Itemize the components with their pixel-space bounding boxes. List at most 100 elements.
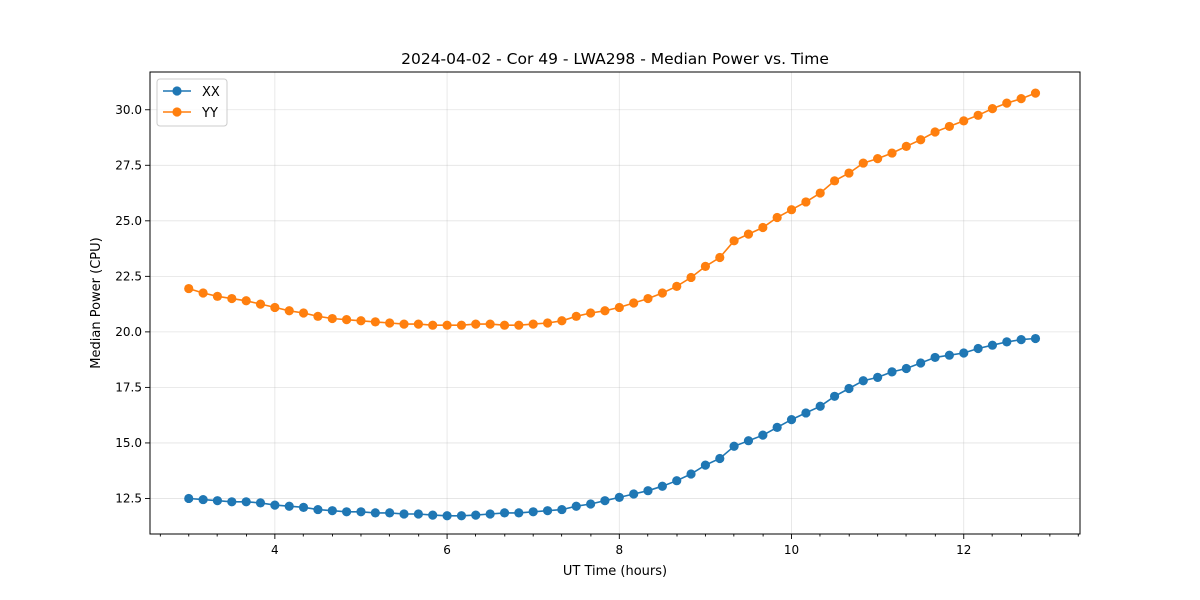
data-point-xx	[930, 352, 940, 363]
data-point-xx	[715, 453, 725, 464]
data-point-yy	[542, 318, 553, 328]
data-point-xx	[184, 493, 194, 504]
data-point-yy	[801, 197, 811, 207]
data-point-xx	[356, 507, 366, 517]
data-point-xx	[528, 507, 538, 517]
data-point-yy	[643, 293, 653, 304]
data-point-yy	[829, 176, 840, 186]
data-point-yy	[514, 320, 524, 330]
data-point-yy	[959, 116, 969, 126]
data-point-xx	[829, 391, 840, 401]
data-point-xx	[743, 436, 754, 446]
data-point-yy	[944, 121, 954, 132]
data-point-xx	[786, 415, 797, 425]
data-point-xx	[729, 441, 739, 451]
x-tick-label: 12	[956, 543, 971, 557]
data-point-xx	[629, 489, 639, 499]
data-point-xx	[643, 486, 653, 496]
data-point-yy	[1002, 98, 1012, 108]
data-point-yy	[184, 283, 194, 294]
data-point-yy	[341, 315, 352, 325]
y-tick-label: 15.0	[115, 436, 142, 450]
data-point-xx	[313, 504, 323, 515]
data-point-yy	[916, 135, 926, 145]
data-point-xx	[1016, 335, 1026, 345]
data-point-yy	[413, 319, 424, 329]
data-point-xx	[413, 509, 424, 519]
data-point-yy	[586, 308, 596, 318]
y-tick-label: 30.0	[115, 103, 142, 117]
legend-marker-yy	[172, 107, 182, 117]
data-point-yy	[772, 212, 782, 223]
data-point-xx	[399, 509, 409, 519]
data-point-yy	[1030, 88, 1041, 98]
data-point-yy	[313, 311, 323, 321]
y-axis-label: Median Power (CPU)	[89, 237, 104, 368]
x-axis-label: UT Time (hours)	[563, 564, 667, 579]
data-point-yy	[227, 293, 237, 304]
data-point-xx	[887, 367, 897, 377]
data-point-xx	[298, 502, 309, 512]
ticks: 4 6 8 10 12 12.5 15.0 17.5 20.0 22.5 25.0 27.5 30.0	[115, 103, 1079, 557]
data-point-yy	[614, 302, 624, 313]
data-point-xx	[571, 501, 581, 511]
data-point-xx	[758, 430, 768, 440]
data-point-yy	[198, 288, 208, 298]
data-point-yy	[255, 299, 266, 309]
data-point-xx	[901, 363, 911, 374]
data-point-xx	[1002, 337, 1012, 347]
data-point-yy	[327, 313, 337, 324]
data-point-yy	[815, 188, 825, 198]
data-point-yy	[758, 222, 768, 233]
data-point-yy	[270, 302, 280, 313]
data-point-yy	[700, 261, 711, 271]
data-point-xx	[557, 504, 567, 515]
x-tick-label: 10	[784, 543, 799, 557]
data-point-yy	[241, 296, 251, 306]
data-point-xx	[327, 506, 337, 516]
legend: XX YY	[156, 78, 228, 127]
data-point-yy	[284, 306, 294, 316]
data-point-yy	[442, 320, 452, 330]
data-point-yy	[600, 306, 610, 316]
data-point-xx	[499, 508, 510, 518]
data-point-xx	[1030, 333, 1041, 344]
data-point-yy	[528, 319, 538, 329]
chart-title: 2024-04-02 - Cor 49 - LWA298 - Median Po…	[401, 50, 829, 68]
data-point-xx	[227, 497, 237, 507]
data-point-xx	[772, 422, 782, 432]
data-point-yy	[686, 272, 696, 283]
axes-frame	[149, 71, 1081, 535]
data-point-yy	[901, 141, 911, 152]
data-point-yy	[743, 229, 754, 239]
data-point-yy	[356, 316, 366, 326]
data-point-yy	[844, 168, 854, 178]
legend-marker-xx	[172, 86, 182, 96]
y-tick-label: 20.0	[115, 325, 142, 339]
data-point-yy	[385, 318, 395, 328]
data-point-xx	[657, 481, 667, 491]
data-point-xx	[959, 348, 969, 358]
data-point-yy	[471, 319, 481, 329]
data-point-xx	[916, 358, 926, 368]
y-tick-label: 22.5	[115, 269, 142, 283]
data-point-xx	[815, 401, 825, 411]
data-point-xx	[212, 496, 223, 506]
x-tick-label: 6	[443, 543, 451, 557]
data-point-xx	[471, 510, 481, 520]
data-point-yy	[1016, 94, 1026, 104]
data-point-yy	[456, 320, 467, 330]
data-point-xx	[873, 372, 883, 383]
data-point-xx	[600, 496, 610, 506]
data-point-yy	[873, 154, 883, 164]
legend-label-yy: YY	[201, 106, 218, 121]
data-point-xx	[700, 460, 711, 470]
data-point-xx	[341, 507, 352, 517]
y-tick-label: 27.5	[115, 158, 142, 172]
data-point-xx	[270, 500, 280, 510]
data-point-yy	[499, 320, 510, 330]
data-point-xx	[858, 376, 868, 386]
data-point-xx	[198, 494, 208, 505]
data-point-xx	[987, 340, 998, 350]
